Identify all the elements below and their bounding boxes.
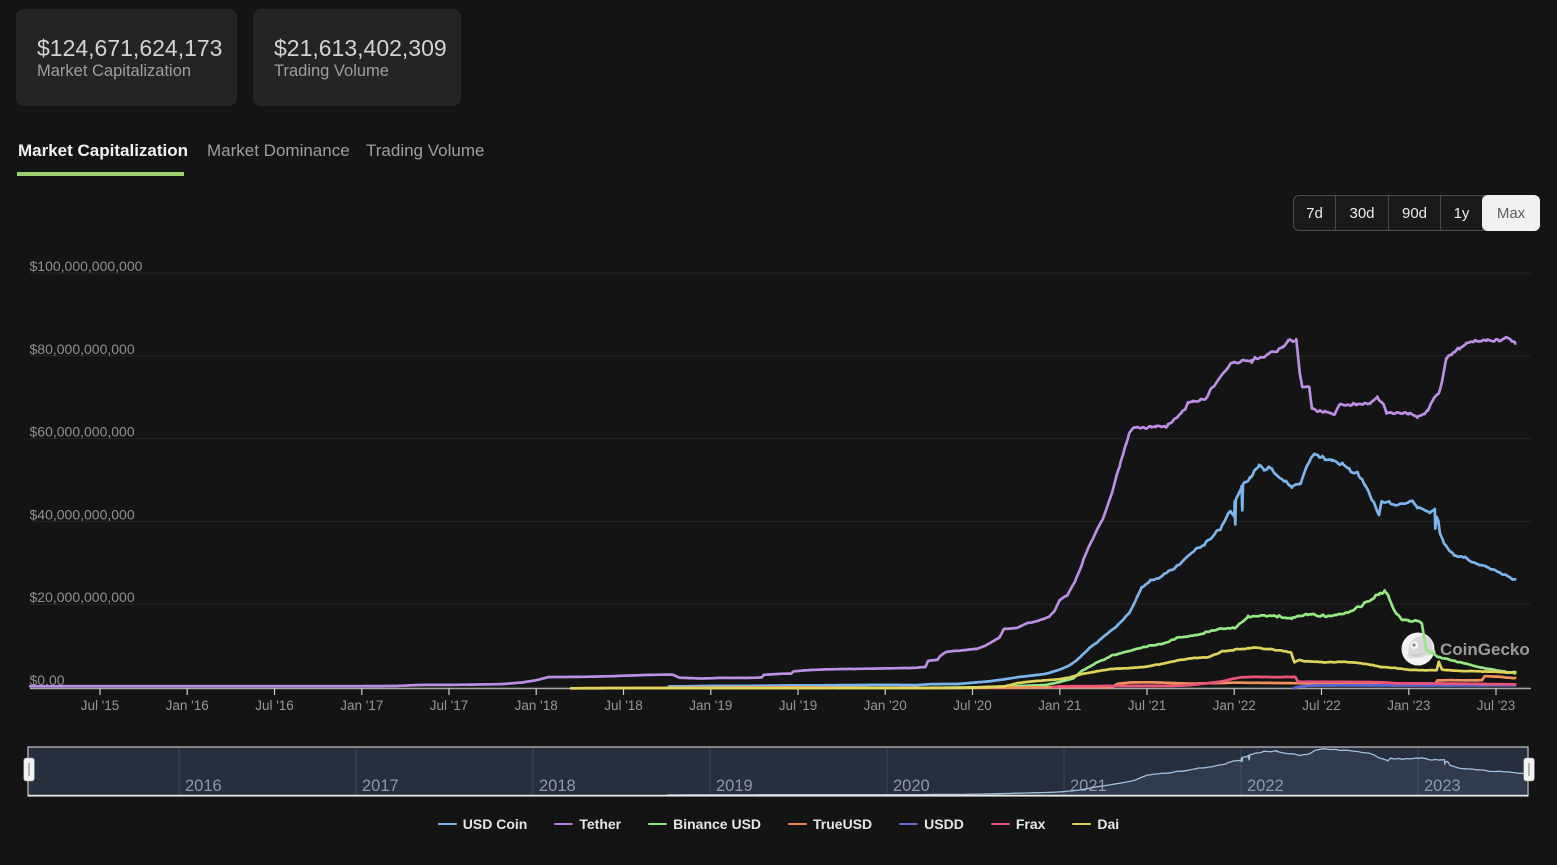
svg-text:CoinGecko: CoinGecko (1440, 640, 1530, 659)
svg-text:Jan '20: Jan '20 (864, 698, 907, 713)
svg-text:$20,000,000,000: $20,000,000,000 (30, 589, 135, 605)
svg-text:2016: 2016 (185, 777, 222, 795)
svg-text:Jul '20: Jul '20 (953, 698, 992, 713)
svg-text:2018: 2018 (539, 777, 576, 795)
svg-text:Jul '19: Jul '19 (779, 698, 818, 713)
svg-text:Jan '22: Jan '22 (1213, 698, 1256, 713)
svg-text:Jan '17: Jan '17 (340, 698, 383, 713)
svg-text:Jul '18: Jul '18 (604, 698, 643, 713)
svg-text:Jul '17: Jul '17 (430, 698, 469, 713)
svg-text:Jan '23: Jan '23 (1387, 698, 1430, 713)
svg-text:$80,000,000,000: $80,000,000,000 (30, 341, 135, 357)
svg-text:Jul '16: Jul '16 (255, 698, 294, 713)
svg-text:2022: 2022 (1247, 777, 1284, 795)
svg-text:2023: 2023 (1424, 777, 1461, 795)
svg-text:Jan '18: Jan '18 (515, 698, 558, 713)
svg-text:Jul '23: Jul '23 (1477, 698, 1516, 713)
svg-text:$100,000,000,000: $100,000,000,000 (30, 258, 143, 274)
svg-text:Jan '21: Jan '21 (1038, 698, 1081, 713)
svg-text:$40,000,000,000: $40,000,000,000 (30, 506, 135, 522)
svg-text:Jul '21: Jul '21 (1128, 698, 1167, 713)
svg-text:2020: 2020 (893, 777, 930, 795)
svg-text:2017: 2017 (362, 777, 399, 795)
svg-text:Jan '16: Jan '16 (166, 698, 209, 713)
svg-text:Jul '22: Jul '22 (1302, 698, 1341, 713)
svg-text:2019: 2019 (716, 777, 753, 795)
svg-text:Jan '19: Jan '19 (689, 698, 732, 713)
svg-text:$60,000,000,000: $60,000,000,000 (30, 424, 135, 440)
svg-text:$0.00: $0.00 (30, 672, 65, 688)
svg-text:Jul '15: Jul '15 (81, 698, 120, 713)
